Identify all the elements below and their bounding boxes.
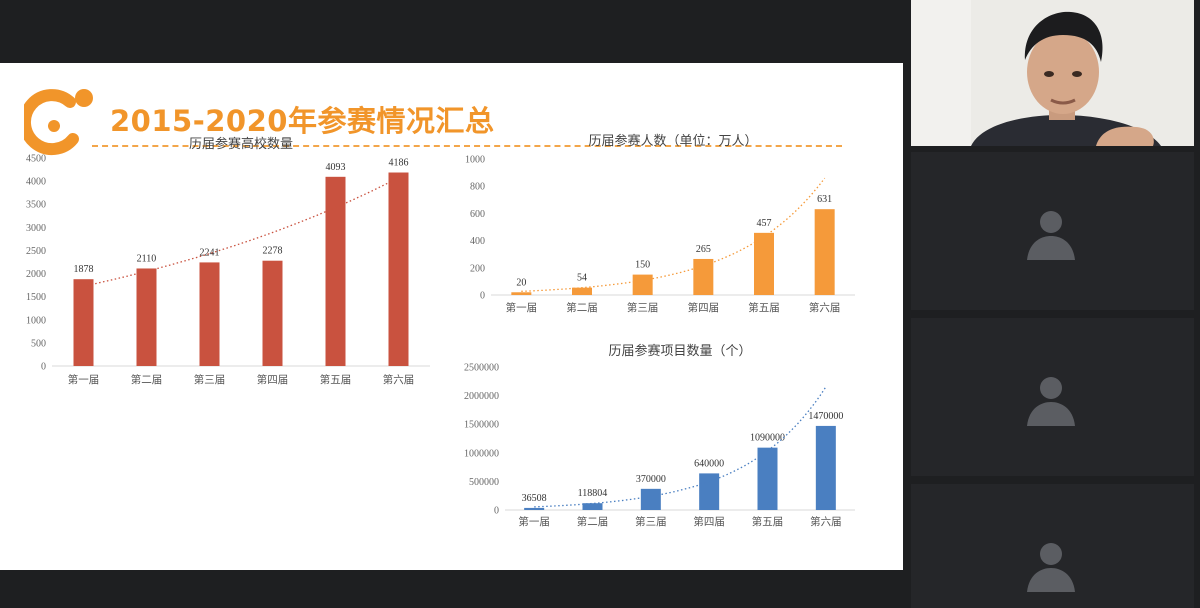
bar [511, 292, 532, 295]
category-label: 第三届 [194, 373, 226, 386]
chart-participants: 历届参赛人数（单位：万人） 0 200 400 600 800 1000 20 第一届 54 第二届… [465, 133, 855, 314]
trendline [534, 386, 827, 508]
y-tick-label: 200 [470, 263, 485, 274]
y-tick-label: 3000 [26, 223, 46, 234]
category-label: 第四届 [693, 515, 725, 528]
y-tick-label: 1500 [26, 292, 46, 303]
orange-smile-logo-icon [24, 89, 93, 156]
category-label: 第二届 [577, 515, 609, 528]
chart-title: 历届参赛高校数量 [189, 136, 293, 152]
bar [757, 447, 778, 510]
category-label: 第二届 [566, 301, 598, 314]
bar [388, 172, 409, 366]
chart-universities: 历届参赛高校数量 0 500 1000 1500 2000 2500 3000 3500 4000… [26, 136, 430, 386]
y-tick-label: 0 [480, 291, 485, 302]
category-label: 第一届 [506, 301, 537, 314]
presenter-person-icon [911, 0, 1194, 146]
y-tick-label: 0 [41, 362, 46, 373]
bar [325, 176, 346, 366]
bar [699, 473, 720, 510]
bar [524, 507, 545, 510]
bar [572, 287, 592, 295]
category-label: 第三届 [635, 515, 667, 528]
participant-tile[interactable] [911, 484, 1194, 608]
presentation-slide: 2015-2020年参赛情况汇总 历届参赛高校数量 0 500 1000 1500 200… [0, 63, 903, 570]
data-label: 265 [696, 244, 711, 255]
data-label: 2278 [263, 246, 283, 257]
chart-title: 历届参赛人数（单位：万人） [588, 133, 757, 149]
category-label: 第一届 [68, 373, 100, 386]
data-label: 370000 [636, 474, 666, 485]
trendline [521, 177, 826, 292]
y-tick-label: 4000 [26, 177, 46, 188]
bar [815, 425, 836, 510]
y-tick-label: 800 [470, 182, 485, 193]
data-label: 54 [577, 273, 587, 284]
data-label: 4093 [326, 162, 346, 173]
category-label: 第五届 [320, 373, 352, 386]
category-label: 第五届 [748, 301, 780, 314]
data-label: 1090000 [750, 433, 785, 444]
data-label: 20 [516, 277, 526, 288]
bar [640, 488, 661, 510]
data-label: 631 [817, 194, 832, 205]
data-label: 118804 [578, 488, 608, 499]
default-avatar-icon [1027, 377, 1075, 426]
y-tick-label: 400 [470, 236, 485, 247]
bar [136, 268, 157, 366]
y-tick-label: 2500000 [464, 363, 499, 374]
category-label: 第四届 [257, 373, 289, 386]
y-tick-label: 500 [31, 338, 46, 349]
y-tick-label: 600 [470, 209, 485, 220]
category-label: 第三届 [627, 301, 659, 314]
bar [582, 503, 603, 510]
y-tick-label: 4500 [26, 154, 46, 165]
y-tick-label: 1500000 [464, 420, 499, 431]
presenter-video[interactable] [911, 0, 1194, 146]
bar [262, 260, 283, 366]
chart-projects: 历届参赛项目数量（个） 0 500000 1000000 1500000 2000000 2… [464, 343, 855, 528]
y-tick-label: 2500 [26, 246, 46, 257]
bar [199, 262, 220, 366]
data-label: 640000 [694, 458, 724, 469]
title-divider [92, 145, 842, 147]
data-label: 457 [757, 218, 772, 229]
participant-tile[interactable] [911, 318, 1194, 476]
data-label: 36508 [522, 493, 547, 504]
default-avatar-icon [1027, 211, 1075, 260]
bar [754, 232, 774, 295]
data-label: 150 [635, 260, 650, 271]
category-label: 第二届 [131, 373, 163, 386]
bar [693, 258, 714, 295]
data-label: 1878 [74, 264, 94, 275]
category-label: 第五届 [752, 515, 784, 528]
category-label: 第六届 [383, 373, 415, 386]
data-label: 1470000 [808, 411, 843, 422]
y-tick-label: 1000000 [464, 448, 499, 459]
y-tick-label: 1000 [465, 155, 485, 166]
default-avatar-icon [1027, 543, 1075, 592]
y-tick-label: 0 [494, 506, 499, 517]
y-tick-label: 1000 [26, 315, 46, 326]
participant-tile[interactable] [911, 152, 1194, 310]
category-label: 第四届 [688, 301, 720, 314]
y-tick-label: 500000 [469, 477, 499, 488]
bar [73, 279, 94, 366]
y-tick-label: 2000 [26, 269, 46, 280]
category-label: 第六届 [809, 301, 841, 314]
category-label: 第六届 [810, 515, 842, 528]
chart-title: 历届参赛项目数量（个） [608, 343, 751, 359]
bar [632, 274, 653, 295]
y-tick-label: 2000000 [464, 391, 499, 402]
y-tick-label: 3500 [26, 200, 46, 211]
data-label: 2241 [200, 247, 220, 258]
bar [814, 209, 835, 295]
trendline [83, 177, 399, 287]
data-label: 4186 [389, 158, 409, 169]
category-label: 第一届 [518, 515, 550, 528]
slide-title: 2015-2020年参赛情况汇总 [110, 104, 495, 138]
data-label: 2110 [137, 253, 157, 264]
